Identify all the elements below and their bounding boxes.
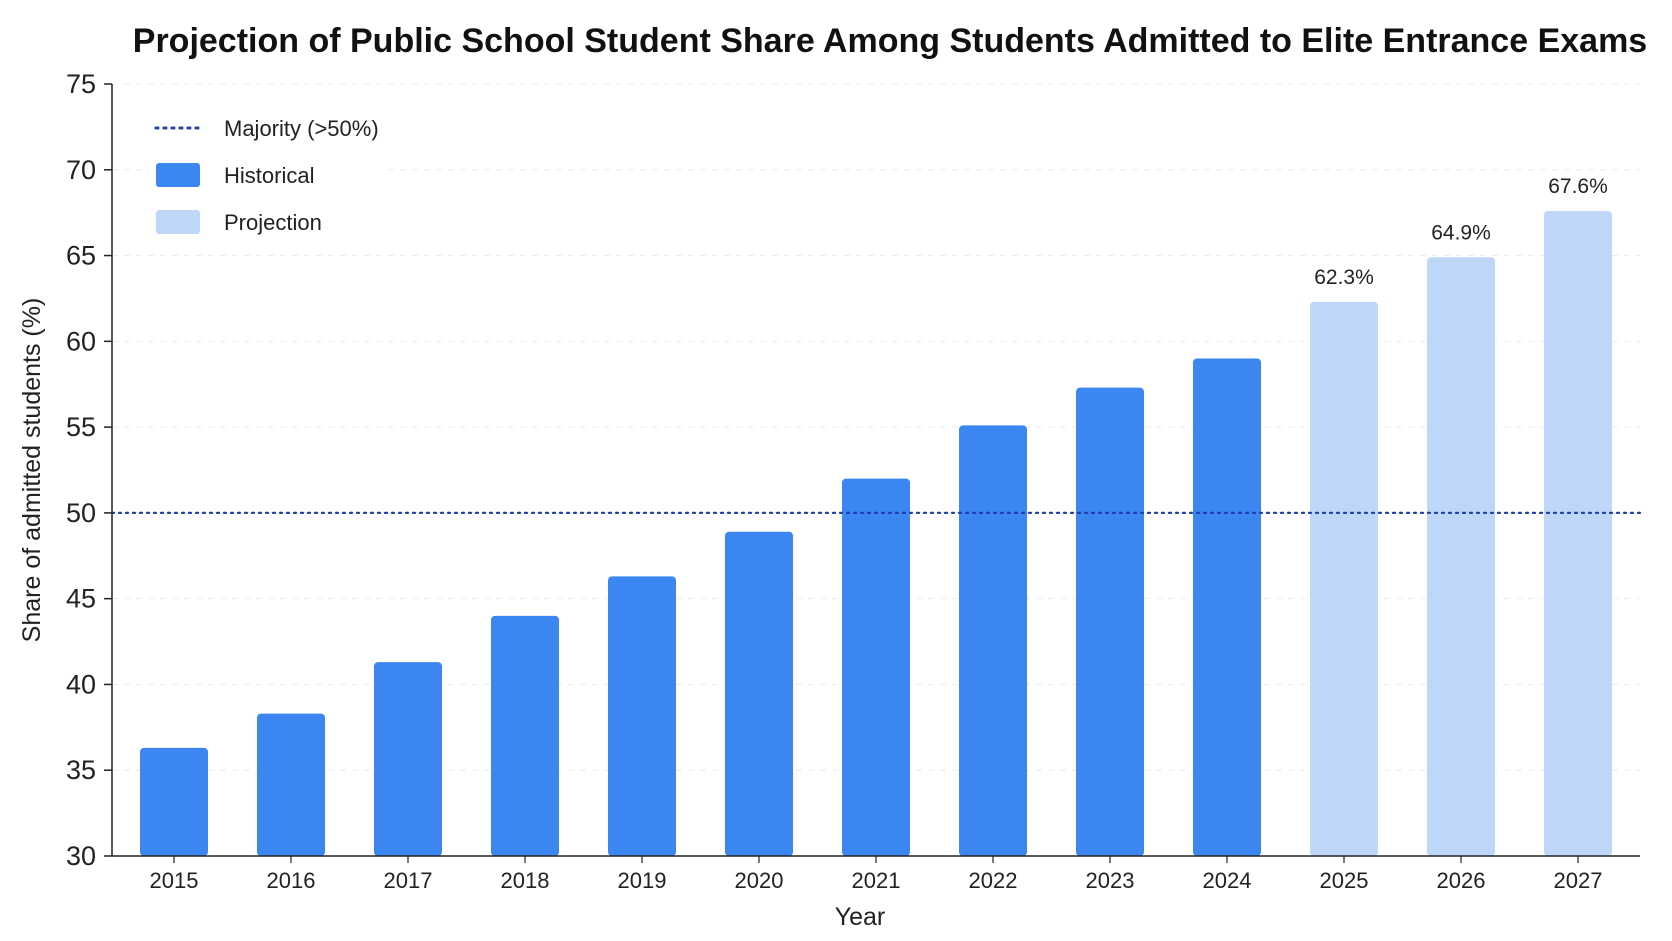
- y-axis-label: Share of admitted students (%): [18, 298, 46, 643]
- x-tick-label: 2017: [384, 868, 433, 893]
- data-label-2025: 62.3%: [1314, 266, 1374, 289]
- y-tick-label: 70: [66, 155, 96, 185]
- legend: Majority (>50%) Historical Projection: [150, 108, 385, 248]
- data-label-2026: 64.9%: [1431, 221, 1491, 244]
- x-tick-label: 2018: [501, 868, 550, 893]
- y-tick-label: 50: [66, 498, 96, 528]
- bars: [140, 210, 1612, 856]
- y-tick-label: 55: [66, 412, 96, 442]
- x-tick-label: 2024: [1203, 868, 1252, 893]
- y-axis-ticks: 30 35 40 45 50 55 60 65 70 75: [66, 69, 112, 871]
- y-tick-label: 35: [66, 755, 96, 785]
- bar-historical-2016: [257, 713, 325, 856]
- x-tick-label: 2025: [1320, 868, 1369, 893]
- bar-historical-2015: [140, 747, 208, 856]
- y-tick-label: 30: [66, 841, 96, 871]
- legend-majority-label: Majority (>50%): [224, 116, 379, 141]
- x-tick-label: 2023: [1086, 868, 1135, 893]
- x-tick-label: 2020: [735, 868, 784, 893]
- x-tick-label: 2027: [1554, 868, 1603, 893]
- y-tick-label: 65: [66, 241, 96, 271]
- legend-projection-swatch: [156, 210, 200, 234]
- x-tick-label: 2016: [267, 868, 316, 893]
- bar-historical-2024: [1193, 358, 1261, 856]
- y-tick-label: 75: [66, 69, 96, 99]
- x-tick-label: 2015: [150, 868, 199, 893]
- legend-historical-label: Historical: [224, 163, 314, 188]
- bar-historical-2022: [959, 425, 1027, 856]
- data-labels: 62.3% 64.9% 67.6%: [1314, 175, 1608, 289]
- y-tick-label: 60: [66, 326, 96, 356]
- x-tick-label: 2019: [618, 868, 667, 893]
- bar-historical-2018: [491, 615, 559, 856]
- y-tick-label: 45: [66, 584, 96, 614]
- legend-projection-label: Projection: [224, 210, 322, 235]
- chart-title: Projection of Public School Student Shar…: [133, 22, 1647, 60]
- x-tick-label: 2022: [969, 868, 1018, 893]
- bar-historical-2019: [608, 576, 676, 856]
- y-tick-label: 40: [66, 669, 96, 699]
- data-label-2027: 67.6%: [1548, 175, 1608, 198]
- x-tick-label: 2026: [1437, 868, 1486, 893]
- bar-projection-2025: [1310, 301, 1378, 856]
- bar-historical-2021: [842, 478, 910, 856]
- bar-historical-2017: [374, 662, 442, 856]
- x-axis-label: Year: [835, 903, 886, 931]
- x-axis-ticks: 2015 2016 2017 2018 2019 2020 2021 2022 2023 2024…: [150, 856, 1603, 893]
- bar-projection-2027: [1544, 210, 1612, 856]
- bar-projection-2026: [1427, 257, 1495, 856]
- x-tick-label: 2021: [852, 868, 901, 893]
- bar-historical-2020: [725, 531, 793, 856]
- legend-historical-swatch: [156, 163, 200, 187]
- bar-historical-2023: [1076, 387, 1144, 856]
